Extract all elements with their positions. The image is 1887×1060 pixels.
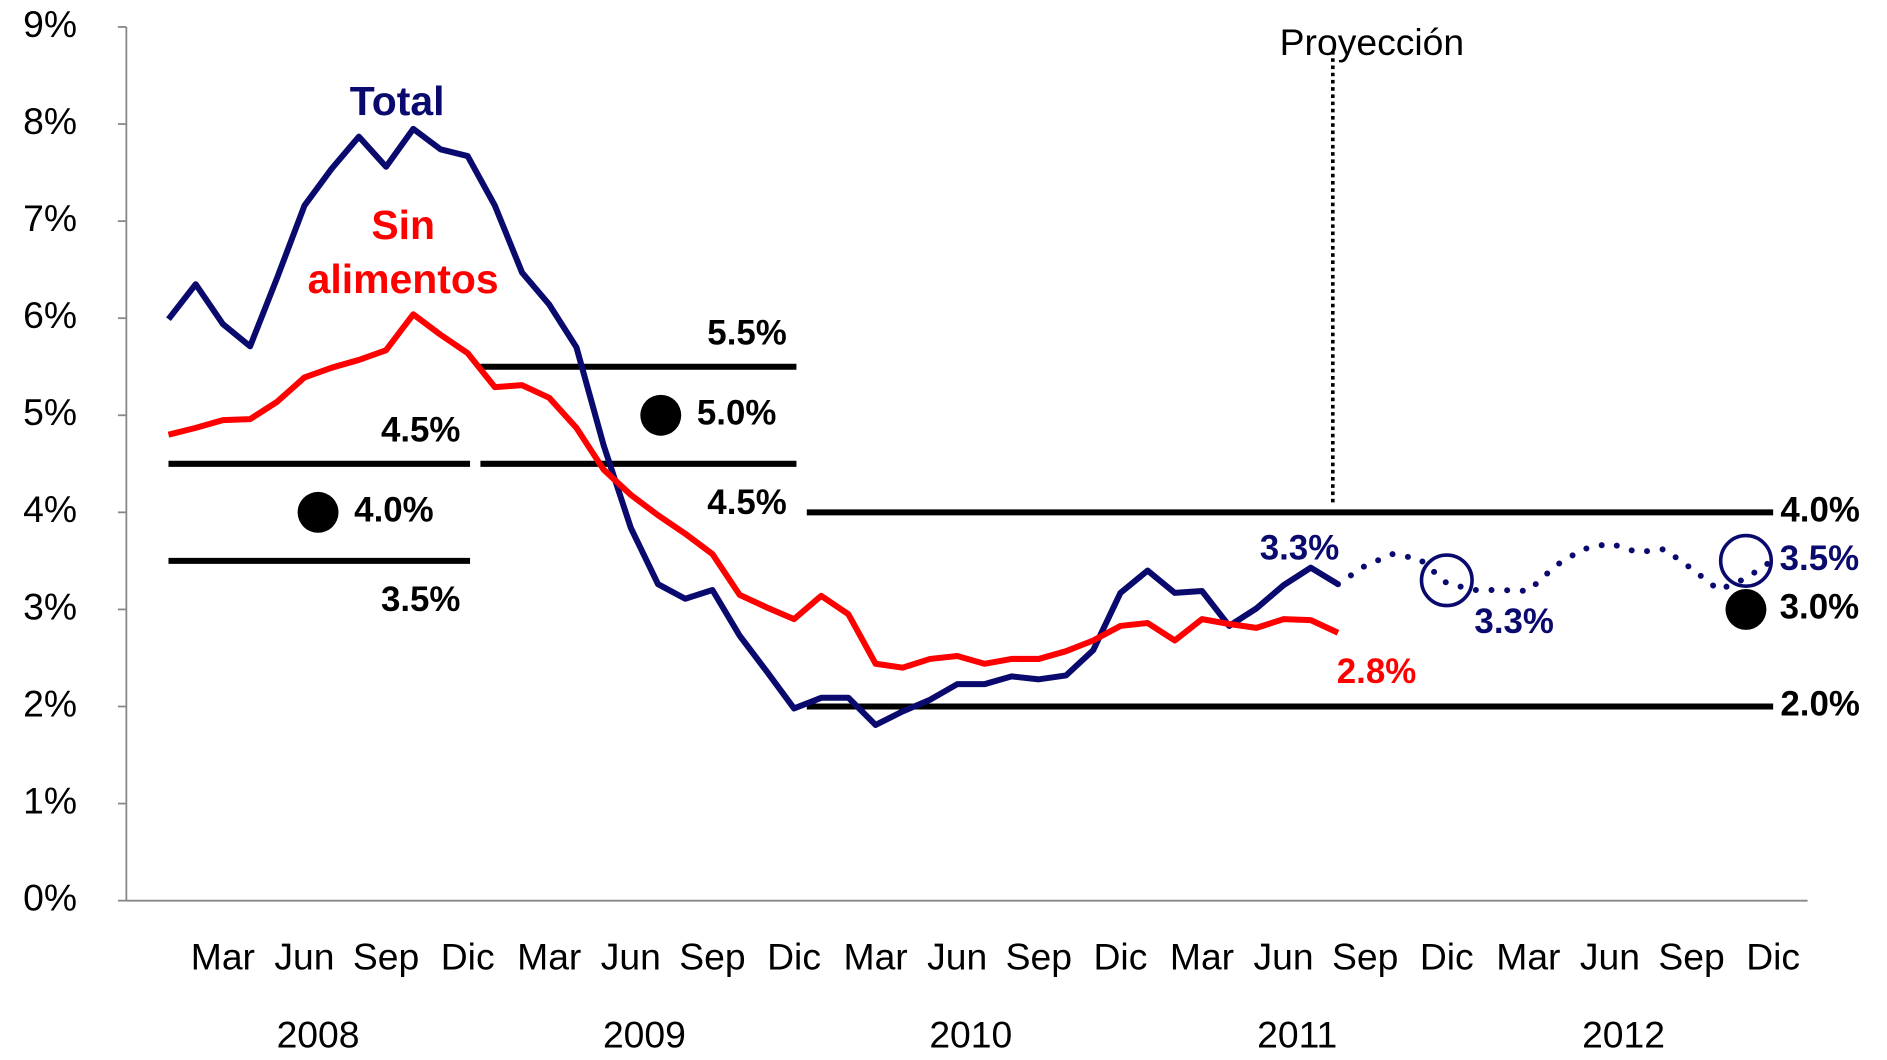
x-tick-label: Dic xyxy=(1093,935,1147,977)
target-label: 3.5% xyxy=(381,580,461,619)
target-label: 4.0% xyxy=(1780,491,1860,530)
x-tick-label: Dic xyxy=(1420,935,1474,977)
year-label: 2009 xyxy=(603,1014,686,1056)
series-label-box: Total xyxy=(349,78,445,125)
x-tick-label: Jun xyxy=(927,935,987,977)
x-tick-label: Sep xyxy=(679,935,745,977)
target-label: 2.0% xyxy=(1780,685,1860,724)
x-tick-label: Sep xyxy=(1006,935,1072,977)
series-line xyxy=(167,311,1340,671)
x-tick-label: Jun xyxy=(601,935,661,977)
y-tick-label: 7% xyxy=(23,197,77,239)
x-tick-label: Mar xyxy=(1170,935,1234,977)
y-tick-label: 2% xyxy=(23,682,77,724)
x-tick-label: Jun xyxy=(274,935,334,977)
end-label: 3.3% xyxy=(1260,529,1340,568)
marker-label: 3.3% xyxy=(1474,602,1554,641)
x-tick-label: Dic xyxy=(767,935,821,977)
year-label: 2008 xyxy=(277,1014,360,1056)
end-label: 2.8% xyxy=(1337,652,1417,691)
projection-label: Proyección xyxy=(1280,21,1465,63)
x-tick-label: Jun xyxy=(1254,935,1314,977)
target-label: 5.0% xyxy=(697,393,777,432)
marker-label: 3.5% xyxy=(1780,539,1860,578)
x-tick-label: Mar xyxy=(1496,935,1560,977)
target-label: 4.0% xyxy=(354,491,434,530)
series-label: Sin alimentos xyxy=(307,202,499,303)
y-tick-label: 1% xyxy=(23,779,77,821)
x-tick-label: Mar xyxy=(191,935,255,977)
target-dot xyxy=(1725,588,1767,630)
target-label: 4.5% xyxy=(707,483,787,522)
x-tick-label: Jun xyxy=(1580,935,1640,977)
year-label: 2012 xyxy=(1582,1014,1665,1056)
x-tick-label: Mar xyxy=(517,935,581,977)
y-tick-label: 8% xyxy=(23,100,77,142)
y-tick-label: 6% xyxy=(23,294,77,336)
x-tick-label: Sep xyxy=(1658,935,1724,977)
y-tick-label: 0% xyxy=(23,877,77,919)
projection-marker xyxy=(1419,553,1474,608)
series-label-box: Sin alimentos xyxy=(307,202,499,303)
series-label: Total xyxy=(349,78,445,125)
marker-label: 3.0% xyxy=(1780,588,1860,627)
series-line xyxy=(1334,540,1777,594)
y-tick-label: 3% xyxy=(23,585,77,627)
x-tick-label: Dic xyxy=(441,935,495,977)
y-tick-label: 9% xyxy=(23,3,77,45)
year-label: 2011 xyxy=(1257,1014,1337,1056)
y-tick-label: 5% xyxy=(23,391,77,433)
target-dot xyxy=(297,491,339,533)
target-label: 5.5% xyxy=(707,314,787,353)
x-tick-label: Sep xyxy=(1332,935,1398,977)
target-label: 4.5% xyxy=(381,411,461,450)
series-line xyxy=(166,125,1340,728)
y-tick-label: 4% xyxy=(23,488,77,530)
x-tick-label: Dic xyxy=(1746,935,1800,977)
year-label: 2010 xyxy=(929,1014,1012,1056)
x-tick-label: Mar xyxy=(844,935,908,977)
projection-marker xyxy=(1718,533,1774,588)
target-dot xyxy=(640,394,682,436)
x-tick-label: Sep xyxy=(353,935,419,977)
